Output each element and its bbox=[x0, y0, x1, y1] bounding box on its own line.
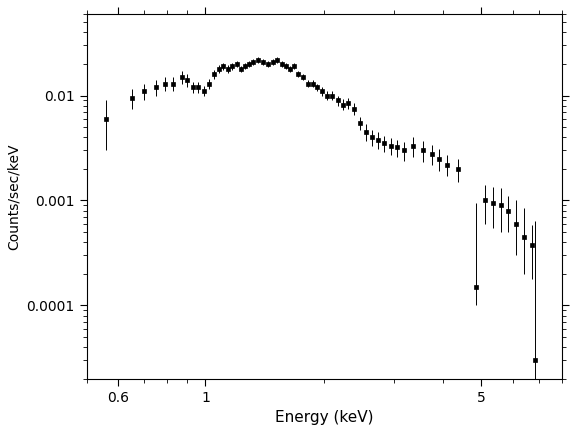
Y-axis label: Counts/sec/keV: Counts/sec/keV bbox=[7, 143, 21, 250]
X-axis label: Energy (keV): Energy (keV) bbox=[275, 410, 374, 425]
